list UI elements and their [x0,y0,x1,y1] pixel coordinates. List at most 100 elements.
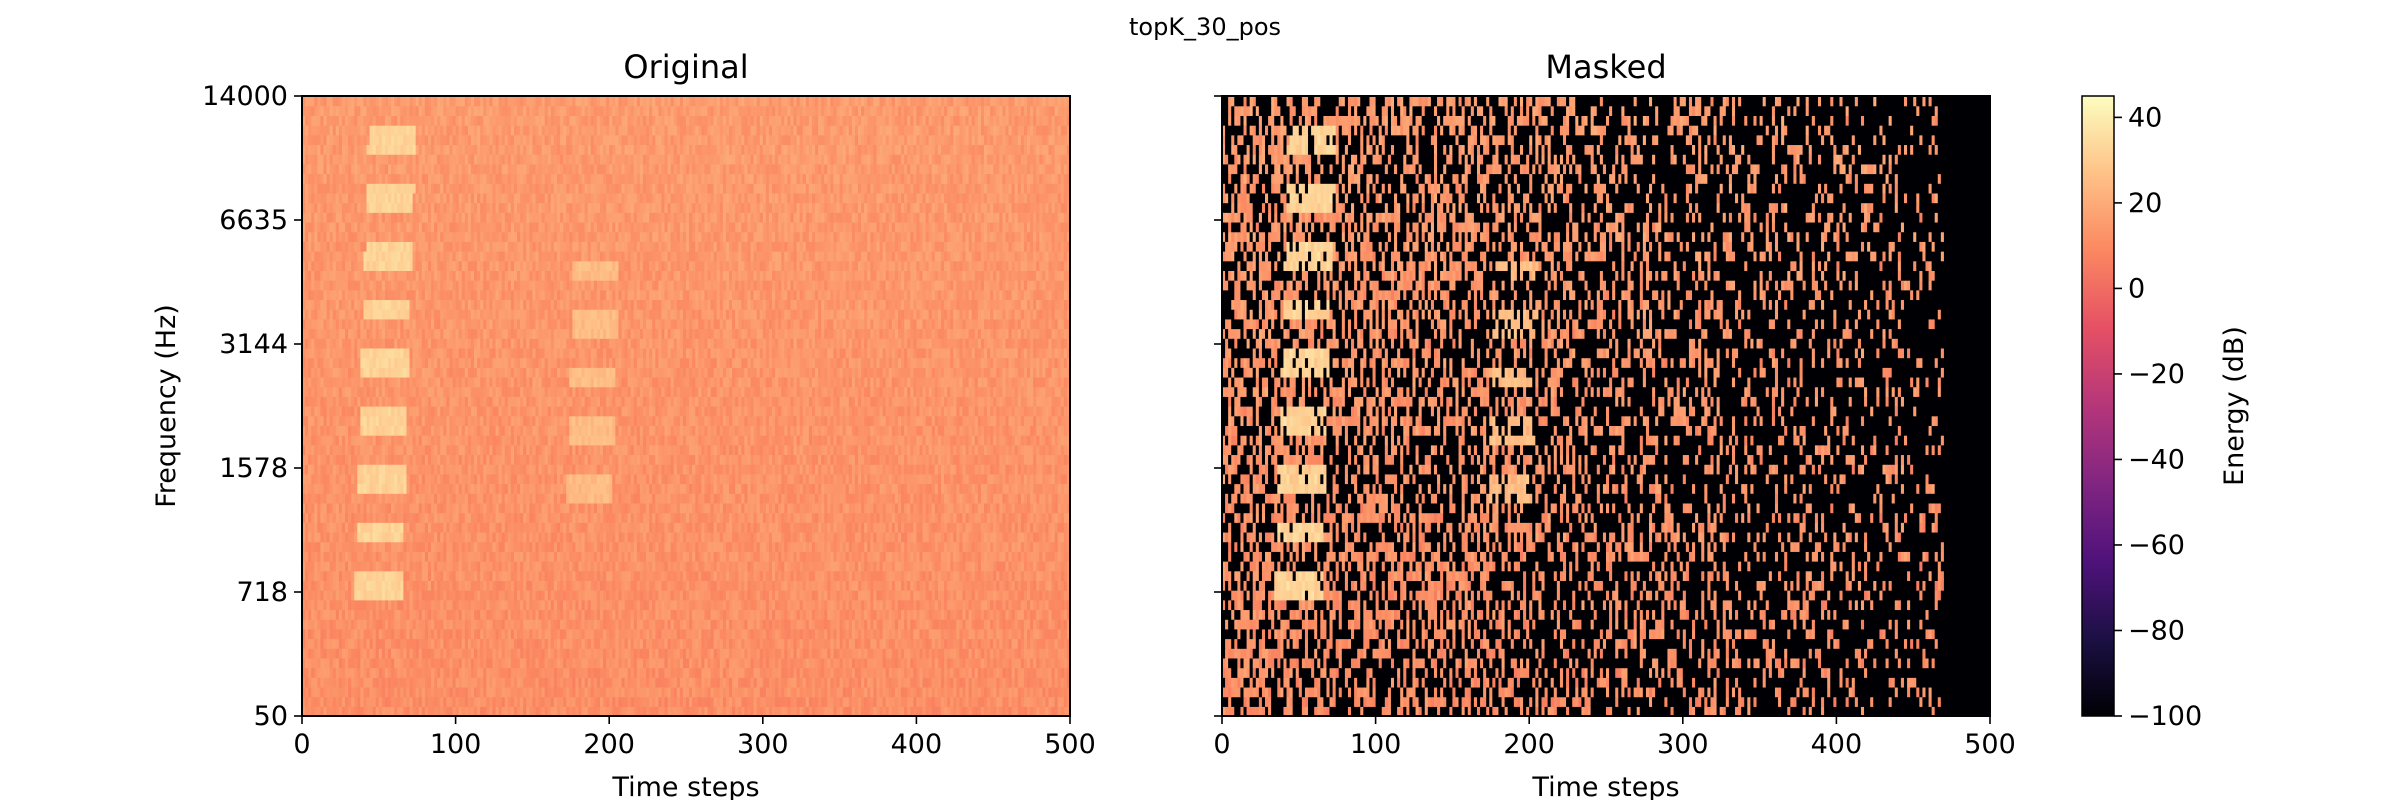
original-cell [507,590,512,601]
original-cell [864,551,868,562]
original-cell [974,706,979,716]
original-cell [501,561,506,572]
original-cell [360,541,365,552]
original-cell [695,609,699,620]
original-cell [603,531,607,543]
original-cell [418,561,423,572]
original-cell [907,590,911,601]
original-cell [547,648,552,659]
original-cell [999,599,1004,611]
original-cell [348,667,352,678]
original-cell [1039,561,1043,572]
original-cell [778,686,782,698]
original-cell [311,580,315,591]
original-cell [922,531,927,543]
original-cell [864,609,868,620]
original-cell [483,638,487,649]
original-cell [821,686,825,698]
original-cell [556,561,561,572]
original-cell [486,561,490,572]
original-cell [351,522,355,533]
original-cell [698,580,702,591]
original-cell [925,686,930,698]
original-cell [532,648,537,659]
original-cell [805,599,810,611]
original-cell [357,667,361,678]
original-cell [1017,638,1022,649]
original-cell [756,599,761,611]
original-cell [391,686,395,698]
original-cell [329,590,334,601]
original-cell [888,522,893,533]
original-cell [535,580,540,591]
original-cell [901,706,905,716]
original-cell [630,677,635,688]
original-cell [907,619,911,630]
original-cell [1002,628,1007,640]
original-cell [953,551,957,562]
original-cell [372,677,377,688]
original-cell [1063,686,1068,698]
original-cell [713,570,718,581]
original-cell [907,522,911,533]
original-cell [302,551,306,562]
original-cell [1066,580,1070,591]
original-cell [904,590,908,601]
original-cell [971,531,976,543]
original-cell [449,590,454,601]
original-cell [427,609,432,620]
original-cell [467,541,472,552]
original-cell [584,599,589,611]
original-cell [897,609,902,620]
original-cell [827,531,831,543]
original-cell [486,609,490,620]
original-cell [987,686,991,698]
original-cell [824,706,828,716]
original-cell [861,657,865,669]
original-cell [544,531,549,543]
original-cell [741,599,745,611]
original-cell [974,580,979,591]
original-cell [320,599,325,611]
original-cell [652,590,656,601]
original-cell [689,590,693,601]
original-cell [1030,609,1034,620]
original-cell [713,541,718,552]
original-cell [394,561,398,572]
original-cell [406,648,411,659]
original-cell [679,638,684,649]
original-cell [449,638,454,649]
original-cell [858,531,862,543]
original-cell [716,580,721,591]
original-cell [587,609,592,620]
original-cell [655,638,659,649]
original-cell [492,522,497,533]
original-cell [1011,599,1016,611]
original-cell [369,657,374,669]
original-cell [937,648,942,659]
original-cell [670,628,675,640]
original-cell [369,648,374,659]
original-cell [1039,541,1043,552]
original-cell [934,667,939,678]
original-cell [418,648,423,659]
original-cell [756,541,761,552]
original-cell [489,522,494,533]
original-cell [836,696,841,707]
original-cell [314,628,318,640]
original-cell [947,580,951,591]
original-cell [1033,696,1037,707]
original-cell [987,522,991,533]
original-cell [854,541,859,552]
original-cell [532,590,537,601]
original-cell [569,657,573,669]
original-cell [345,638,349,649]
original-cell [1014,541,1019,552]
original-cell [394,551,398,562]
original-cell [765,706,770,716]
original-cell [919,706,924,716]
original-cell [999,628,1004,640]
original-cell [532,667,537,678]
original-cell [956,667,961,678]
original-cell [1048,686,1053,698]
